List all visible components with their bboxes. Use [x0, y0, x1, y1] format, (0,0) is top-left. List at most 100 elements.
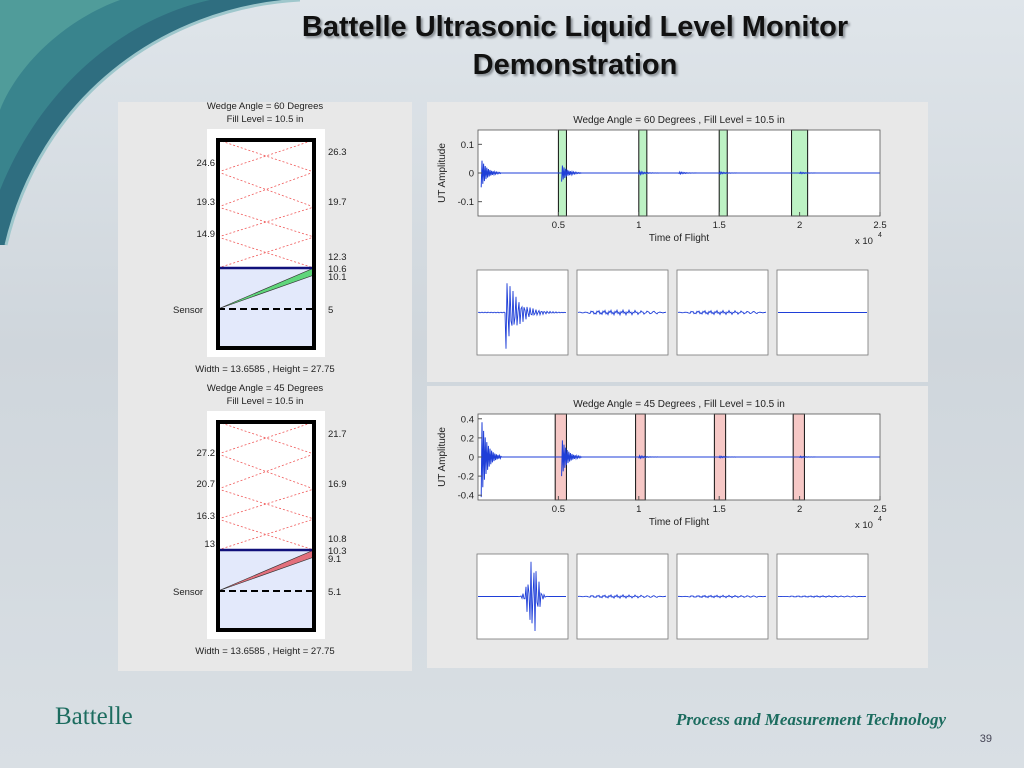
footer-division: Process and Measurement Technology: [676, 710, 946, 729]
diagram-45-right-label-4: 9.1: [328, 554, 341, 565]
diagram-60-ray-up-0: [217, 139, 315, 173]
signal-45-y-tick-label-2: 0: [469, 453, 474, 464]
signal-45-xlabel: Time of Flight: [649, 517, 709, 528]
page-number: 39: [979, 733, 992, 745]
signal-45-echo-3: [718, 455, 740, 459]
signal-60-y-tick-label-0: 0.1: [461, 140, 474, 151]
diagram-60-ray-up-1: [217, 171, 315, 208]
diagram-60-right-label-2: 12.3: [328, 252, 347, 263]
signal-45-ylabel: UT Amplitude: [437, 427, 448, 487]
signal-60-inset-trace-0: [477, 283, 567, 349]
diagram-60-right-label-3: 10.6: [328, 264, 347, 275]
diagram-45-right-label-0: 21.7: [328, 429, 347, 440]
diagram-45-ray-up-1: [217, 453, 315, 490]
diagram-60-right-label-1: 19.7: [328, 197, 347, 208]
signal-45-x-tick-label-2: 1.5: [713, 504, 726, 515]
diagram-45-ray-up-2: [217, 488, 315, 520]
signal-45-y-tick-label-0: 0.4: [461, 414, 474, 425]
diagram-60-ray-down-0: [217, 139, 315, 173]
diagram-60-tank-outline: [216, 138, 316, 350]
diagram-45-left-label-3: 13: [204, 539, 215, 550]
diagram-60-right-label-0: 26.3: [328, 147, 347, 158]
diagram-45-tank-outline: [216, 420, 316, 632]
diagram-45-title-line2: Fill Level = 10.5 in: [227, 396, 304, 407]
signal-60-x-tick-label-0: 0.5: [552, 220, 565, 231]
signal-45-x-multiplier: x 10: [855, 520, 873, 531]
diagram-60-ray-down-1: [217, 171, 315, 208]
signal-60-ylabel: UT Amplitude: [437, 143, 448, 203]
diagram-60-sensor-label: Sensor: [173, 305, 203, 316]
signal-45-echo-1: [561, 440, 583, 477]
signal-panel-60: Wedge Angle = 60 Degrees , Fill Level = …: [427, 102, 928, 382]
signal-45-echo-0: [480, 422, 502, 498]
slide-title: Battelle Ultrasonic Liquid Level Monitor…: [230, 8, 920, 84]
diagram-60-ray-up-3: [217, 236, 315, 269]
signal-plot-60: Wedge Angle = 60 Degrees , Fill Level = …: [437, 115, 887, 356]
diagram-45-caption: Width = 13.6585 , Height = 27.75: [195, 646, 334, 657]
signal-45-y-tick-label-4: -0.4: [458, 491, 474, 502]
signal-60-xlabel: Time of Flight: [649, 233, 709, 244]
signal-45-x-tick-label-3: 2: [797, 504, 802, 515]
signal-60-x-tick-label-3: 2: [797, 220, 802, 231]
diagram-60-ray-down-2: [217, 206, 315, 238]
signal-60-echo-0: [480, 160, 502, 188]
signal-45-echo-4: [799, 455, 820, 459]
signal-60-inset-trace-1: [577, 308, 667, 317]
signal-60-y-tick-label-2: -0.1: [458, 197, 474, 208]
signal-panel-45: Wedge Angle = 45 Degrees , Fill Level = …: [427, 386, 928, 668]
diagram-45-left-label-1: 20.7: [197, 479, 216, 490]
diagram-60-left-label-1: 19.3: [197, 197, 216, 208]
signal-45-y-tick-label-1: 0.2: [461, 433, 474, 444]
diagram-45-right-label-2: 10.8: [328, 534, 347, 545]
signal-plot-45: Wedge Angle = 45 Degrees , Fill Level = …: [437, 399, 887, 640]
decorative-swoosh: [0, 0, 300, 246]
diagram-45-right-label-5: 5.1: [328, 587, 341, 598]
diagram-60-title-line1: Wedge Angle = 60 Degrees: [207, 102, 324, 112]
diagram-60-ray-down-3: [217, 236, 315, 269]
signal-60-echo-2: [638, 169, 659, 176]
signal-45-x-tick-label-1: 1: [636, 504, 641, 515]
signal-45-inset-trace-1: [577, 593, 667, 600]
diagram-60-left-label-2: 14.9: [197, 229, 216, 240]
diagram-60-right-label-4: 10.1: [328, 272, 347, 283]
diagram-45-ray-down-0: [217, 421, 315, 455]
signal-45-echo-2: [638, 454, 659, 460]
diagram-45-ray-down-3: [217, 518, 315, 551]
diagram-panel-60: Wedge Angle = 60 Degrees Fill Level = 10.…: [118, 101, 412, 384]
signal-60-y-tick-label-1: 0: [469, 169, 474, 180]
diagram-60-caption: Width = 13.6585 , Height = 27.75: [195, 364, 334, 375]
diagram-45-left-label-2: 16.3: [197, 511, 216, 522]
diagram-45-right-label-1: 16.9: [328, 479, 347, 490]
tank-diagram-60: Wedge Angle = 60 Degrees Fill Level = 10.…: [173, 101, 347, 375]
slide-title-line2: Demonstration: [472, 49, 678, 81]
signal-60-x-tick-label-2: 1.5: [713, 220, 726, 231]
diagram-45-left-label-0: 27.2: [197, 448, 216, 459]
signal-60-x-exponent: 4: [878, 232, 882, 239]
diagram-45-ray-up-0: [217, 421, 315, 455]
diagram-45-ray-up-3: [217, 518, 315, 551]
slide-title-line1: Battelle Ultrasonic Liquid Level Monitor: [301, 11, 849, 43]
diagram-panel-45: Wedge Angle = 45 Degrees Fill Level = 10.…: [118, 383, 412, 671]
signal-60-echo-1: [561, 165, 582, 182]
diagram-60-right-label-5: 5: [328, 305, 333, 316]
signal-45-x-tick-label-4: 2.5: [873, 504, 886, 515]
signal-60-x-multiplier: x 10: [855, 236, 873, 247]
signal-45-x-exponent: 4: [878, 516, 882, 523]
signal-45-title: Wedge Angle = 45 Degrees , Fill Level = …: [573, 399, 785, 410]
signal-60-echo-4: [718, 170, 740, 176]
signal-60-x-tick-label-4: 2.5: [873, 220, 886, 231]
signal-45-inset-trace-0: [478, 561, 566, 632]
signal-45-y-tick-label-3: -0.2: [458, 472, 474, 483]
diagram-45-right-label-3: 10.3: [328, 546, 347, 557]
signal-60-title: Wedge Angle = 60 Degrees , Fill Level = …: [573, 115, 785, 126]
diagram-60-title-line2: Fill Level = 10.5 in: [227, 114, 304, 125]
tank-diagram-45: Wedge Angle = 45 Degrees Fill Level = 10.…: [173, 383, 347, 657]
signal-60-x-tick-label-1: 1: [636, 220, 641, 231]
diagram-45-sensor-label: Sensor: [173, 587, 203, 598]
signal-45-inset-trace-3: [777, 595, 867, 598]
signal-60-echo-3: [678, 170, 699, 176]
diagram-45-ray-down-2: [217, 488, 315, 520]
footer-brand: Battelle: [55, 703, 133, 730]
signal-45-inset-trace-2: [677, 594, 767, 599]
signal-60-echo-5: [799, 171, 820, 175]
